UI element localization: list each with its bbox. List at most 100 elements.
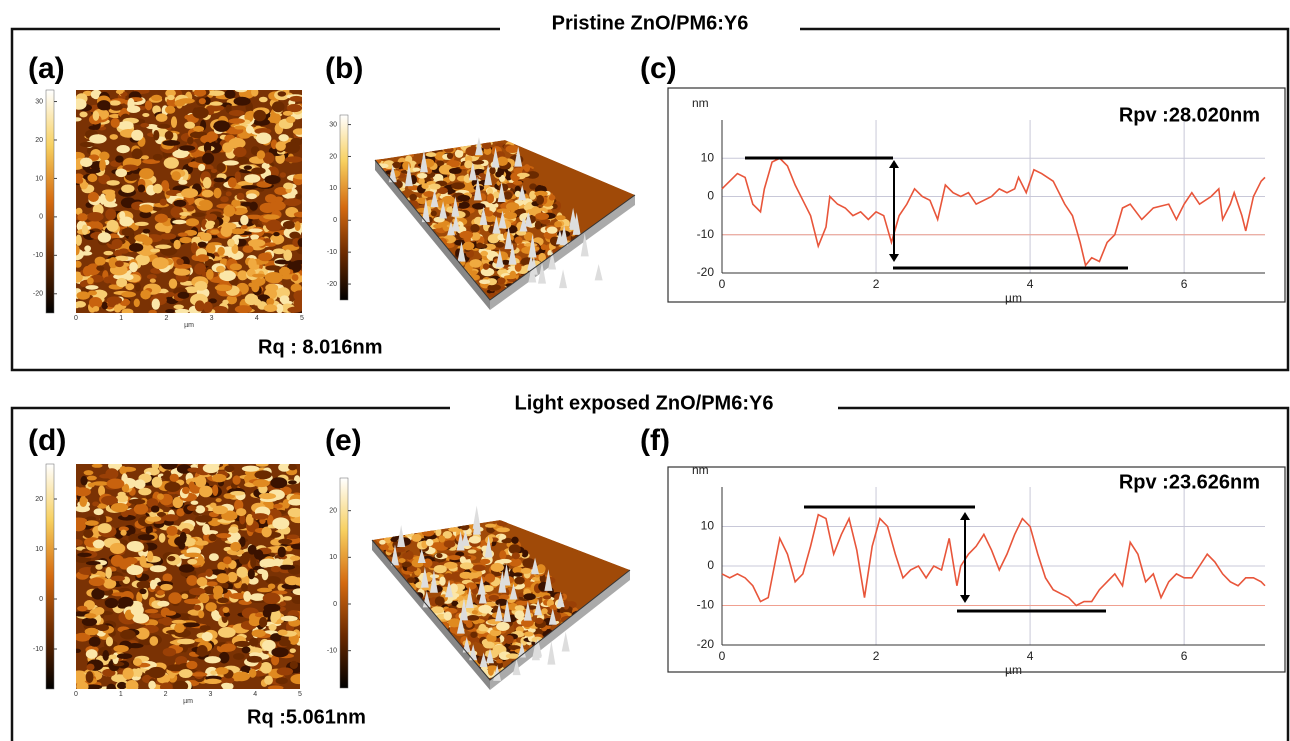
panel-label: (d) [28, 424, 66, 457]
grain [92, 110, 100, 121]
section-title: Pristine ZnO/PM6:Y6 [552, 12, 749, 34]
grain [196, 645, 208, 657]
grain [604, 655, 616, 664]
grain [578, 628, 592, 634]
grain [151, 298, 160, 310]
grain [83, 529, 94, 539]
grain [77, 552, 92, 557]
grain [217, 561, 226, 571]
x-tick-label: 6 [1181, 649, 1188, 663]
grain [113, 304, 122, 313]
grain [241, 224, 248, 230]
grain [102, 650, 110, 661]
grain [407, 185, 420, 191]
grain [115, 494, 129, 503]
grain [195, 505, 206, 514]
grain [154, 213, 169, 223]
grain [443, 146, 454, 153]
grain [111, 238, 123, 248]
grain [241, 646, 251, 654]
grain [102, 668, 116, 677]
grain [93, 606, 105, 615]
grain [133, 298, 140, 308]
grain [523, 631, 534, 637]
spike [486, 648, 495, 664]
grain [237, 270, 248, 281]
grain [76, 117, 82, 122]
grain [534, 220, 542, 230]
grain [234, 210, 245, 216]
grain [110, 103, 123, 111]
grain [554, 651, 566, 662]
grain [76, 671, 88, 684]
grain [429, 183, 441, 190]
grain [133, 503, 149, 515]
grain [226, 548, 245, 556]
grain [194, 268, 206, 273]
spike [559, 269, 568, 289]
spike [456, 615, 465, 634]
grain [575, 280, 587, 287]
colorbar-tick-label: 20 [35, 496, 43, 503]
grain [503, 191, 513, 200]
grain [554, 221, 563, 228]
annotation: Rpv :28.020nm [1119, 104, 1260, 126]
grain [574, 256, 588, 262]
grain [288, 498, 300, 506]
grain [509, 558, 522, 567]
grain [479, 279, 491, 285]
grain [128, 234, 136, 245]
grain [93, 508, 104, 516]
image-x-tick: 4 [253, 691, 257, 698]
grain [200, 232, 212, 242]
grain [170, 116, 178, 128]
grain [187, 558, 198, 565]
grain [205, 243, 216, 254]
spike [459, 597, 468, 621]
spike [548, 608, 557, 625]
grain [504, 171, 513, 181]
spike [594, 264, 603, 281]
grain [243, 165, 252, 170]
grain [257, 568, 266, 575]
grain [555, 215, 566, 221]
grain [217, 597, 229, 604]
grain [478, 626, 489, 632]
grain [498, 594, 510, 601]
grain [276, 667, 294, 676]
grain [567, 271, 577, 282]
grain [152, 183, 163, 194]
grain [587, 643, 597, 650]
colorbar-tick-label: -20 [327, 281, 337, 288]
image-x-tick: 3 [210, 315, 214, 322]
image-x-tick: 0 [74, 691, 78, 698]
spike [498, 570, 507, 593]
y-tick-label: -20 [697, 637, 715, 651]
arrow-head [960, 512, 970, 520]
grain [150, 505, 160, 513]
grain [81, 224, 88, 235]
grain [272, 517, 290, 530]
grain [574, 655, 585, 666]
grain [139, 555, 147, 567]
grain [581, 261, 589, 270]
grain [168, 671, 176, 679]
grain [196, 254, 209, 263]
spike [523, 601, 532, 621]
grain [535, 665, 548, 671]
grain [529, 283, 536, 290]
grain [178, 179, 188, 185]
x-axis-label: µm [1005, 291, 1022, 305]
grain [157, 590, 165, 596]
spike [417, 549, 426, 564]
colorbar-tick-label: 20 [35, 137, 43, 144]
grain [234, 90, 248, 93]
grain [288, 464, 297, 471]
grain [248, 282, 255, 288]
grain [523, 605, 538, 610]
grain [173, 239, 181, 250]
grain [256, 150, 266, 160]
grain [223, 612, 231, 617]
grain [129, 243, 144, 252]
grain [280, 615, 298, 622]
